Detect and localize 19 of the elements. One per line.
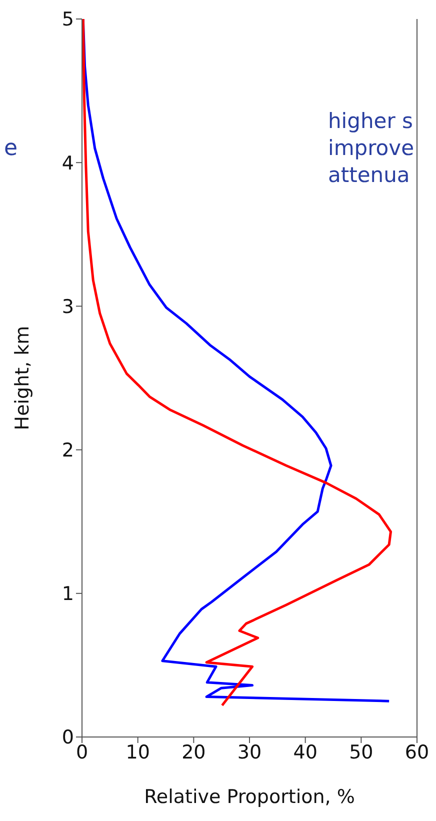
text: e — [4, 136, 18, 161]
y-tick-label: 0 — [62, 726, 74, 749]
annotation: higher s — [328, 108, 414, 135]
x-tick-label: 0 — [76, 741, 88, 764]
y-tick-label: 1 — [62, 583, 74, 606]
x-tick-label: 20 — [182, 741, 206, 764]
annotation: improve — [328, 135, 414, 162]
x-tick-label: 30 — [237, 741, 262, 764]
x-tick-label: 50 — [349, 741, 374, 764]
x-tick-label: 40 — [293, 741, 318, 764]
x-axis-title: Relative Proportion, % — [144, 786, 355, 808]
y-tick-label: 4 — [62, 152, 74, 174]
annotation: attenua — [328, 162, 411, 189]
y-axis-title: Height, km — [12, 326, 34, 430]
x-tick-label: 10 — [126, 741, 150, 764]
y-tick-label: 5 — [62, 8, 74, 31]
y-tick-label: 2 — [62, 440, 74, 462]
x-tick-label: 60 — [404, 741, 430, 764]
y-tick-label: 3 — [62, 296, 74, 318]
